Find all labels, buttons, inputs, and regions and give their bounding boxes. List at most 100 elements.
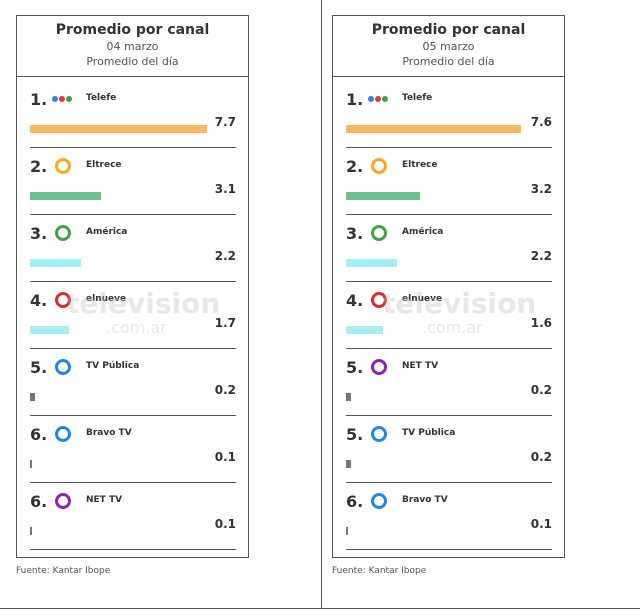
- rating-bar: [30, 259, 81, 267]
- channel-logo: [52, 88, 74, 110]
- channel-name: Eltrece: [86, 160, 122, 170]
- channel-logo: [368, 155, 390, 177]
- channel-row: 5. NET TV 0.2: [346, 348, 552, 416]
- rating-value: 0.1: [530, 517, 552, 531]
- panel: Promedio por canal 05 marzo Promedio del d…: [332, 15, 565, 558]
- rating-value: 0.2: [214, 383, 236, 397]
- channel-name: América: [86, 227, 128, 237]
- rank: 1.: [30, 90, 48, 109]
- panel-title: Promedio por canal: [55, 22, 210, 38]
- rating-value: 2.2: [530, 249, 552, 263]
- channel-row: 2. Eltrece 3.2: [346, 147, 552, 215]
- channel-name: Bravo TV: [402, 495, 448, 505]
- rating-value: 7.7: [214, 115, 236, 129]
- channel-row: 6. NET TV 0.1: [30, 482, 236, 550]
- channel-row: 1. Telefe 7.7: [30, 80, 236, 148]
- logo-mark: [371, 225, 387, 241]
- channel-logo: [368, 222, 390, 244]
- divider: [321, 0, 322, 608]
- source-note: Fuente: Kantar Ibope: [332, 566, 427, 576]
- channel-name: NET TV: [402, 361, 439, 371]
- logo-dot: [59, 96, 65, 102]
- rank: 3.: [346, 224, 364, 243]
- channel-row: 4. elnueve 1.7: [30, 281, 236, 349]
- rating-value: 0.1: [214, 450, 236, 464]
- rating-value: 0.2: [530, 383, 552, 397]
- logo-mark: [55, 292, 71, 308]
- channel-logo: [368, 356, 390, 378]
- logo-mark: [371, 426, 387, 442]
- channel-name: Telefe: [86, 93, 117, 103]
- channel-row: 3. América 2.2: [346, 214, 552, 282]
- rating-bar: [346, 125, 521, 133]
- channel-name: Telefe: [402, 93, 433, 103]
- rating-bar: [30, 393, 35, 401]
- rating-bar: [346, 527, 349, 535]
- rating-value: 1.7: [214, 316, 236, 330]
- rating-bar: [346, 259, 397, 267]
- panel-subtitle: Promedio del día: [402, 55, 495, 68]
- panel-date: 04 marzo: [106, 40, 159, 53]
- panel-date: 05 marzo: [422, 40, 475, 53]
- logo-dot: [375, 96, 381, 102]
- rating-bar: [30, 326, 70, 334]
- rank: 5.: [30, 358, 48, 377]
- channel-logo: [52, 155, 74, 177]
- rank: 6.: [30, 492, 48, 511]
- rank: 4.: [30, 291, 48, 310]
- logo-mark: [55, 225, 71, 241]
- rating-value: 7.6: [530, 115, 552, 129]
- channel-row: 6. Bravo TV 0.1: [30, 415, 236, 483]
- logo-mark: [55, 359, 71, 375]
- channel-logo: [52, 490, 74, 512]
- panel-title: Promedio por canal: [371, 22, 526, 38]
- channel-name: América: [402, 227, 444, 237]
- channel-row: 4. elnueve 1.6: [346, 281, 552, 349]
- panel: Promedio por canal 04 marzo Promedio del d…: [16, 15, 249, 558]
- rank: 6.: [30, 425, 48, 444]
- channel-row: 5. TV Pública 0.2: [30, 348, 236, 416]
- rating-bar: [346, 326, 383, 334]
- logo-mark: [371, 493, 387, 509]
- channel-logo: [368, 88, 390, 110]
- channel-name: elnueve: [402, 294, 443, 304]
- panel-header: Promedio por canal 04 marzo Promedio del d…: [17, 16, 248, 77]
- rating-value: 3.1: [214, 182, 236, 196]
- channel-logo: [52, 423, 74, 445]
- logo-dot: [368, 96, 374, 102]
- rating-value: 2.2: [214, 249, 236, 263]
- rating-value: 3.2: [530, 182, 552, 196]
- channel-row: 1. Telefe 7.6: [346, 80, 552, 148]
- channel-logo: [368, 423, 390, 445]
- rank: 1.: [346, 90, 364, 109]
- rating-bar: [30, 192, 102, 200]
- logo-mark: [55, 493, 71, 509]
- logo-mark: [55, 426, 71, 442]
- rating-bar: [346, 460, 351, 468]
- rank: 3.: [30, 224, 48, 243]
- channel-name: NET TV: [86, 495, 123, 505]
- channel-row: 6. Bravo TV 0.1: [346, 482, 552, 550]
- logo-dot: [382, 96, 388, 102]
- rating-value: 0.2: [530, 450, 552, 464]
- rating-value: 0.1: [214, 517, 236, 531]
- rating-value: 1.6: [530, 316, 552, 330]
- channel-name: TV Pública: [402, 428, 456, 438]
- channel-row: 5. TV Pública 0.2: [346, 415, 552, 483]
- panel-header: Promedio por canal 05 marzo Promedio del d…: [333, 16, 564, 77]
- rating-bar: [30, 125, 208, 133]
- logo-mark: [371, 292, 387, 308]
- panel-subtitle: Promedio del día: [86, 55, 179, 68]
- logo-mark: [371, 158, 387, 174]
- rank: 5.: [346, 358, 364, 377]
- rating-bar: [346, 192, 420, 200]
- rank: 4.: [346, 291, 364, 310]
- channel-name: Bravo TV: [86, 428, 132, 438]
- channel-row: 2. Eltrece 3.1: [30, 147, 236, 215]
- rating-bar: [30, 460, 33, 468]
- logo-dot: [52, 96, 58, 102]
- channel-logo: [368, 289, 390, 311]
- channel-logo: [52, 356, 74, 378]
